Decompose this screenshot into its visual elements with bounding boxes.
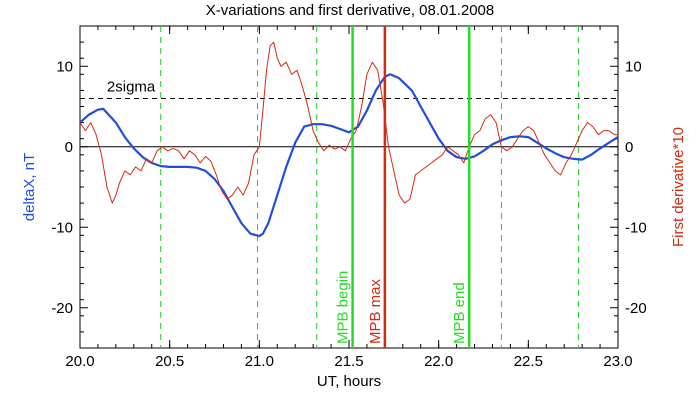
x-tick-label: 22.0: [424, 353, 453, 370]
x-tick-label: 21.0: [245, 353, 274, 370]
x-tick-label: 23.0: [603, 353, 632, 370]
chart-title: X-variations and first derivative, 08.01…: [206, 2, 495, 19]
y-tick-label-right: -10: [625, 219, 647, 236]
y-tick-label-left: -20: [51, 300, 73, 317]
y-axis-label-right: First derivative*10: [670, 127, 687, 247]
y-tick-label-right: 0: [625, 139, 633, 156]
x-tick-label: 20.5: [155, 353, 184, 370]
derivative-series-line: [79, 41, 618, 204]
events-layer: MPB begin MPB max MPB end: [335, 26, 471, 348]
y-tick-label-left: 10: [56, 58, 73, 75]
ticks-layer: 20.0 20.5 21.0 21.5 22.0 22.5 23.0 -20 -20 -10 -10…: [51, 25, 647, 370]
y-axis-label-left: deltaX, nT: [21, 153, 38, 221]
event-label: MPB begin: [335, 271, 352, 344]
x-tick-label: 20.0: [65, 353, 94, 370]
event-label: MPB end: [451, 282, 468, 344]
x-tick-label: 21.5: [334, 353, 363, 370]
y-tick-label-right: -20: [625, 300, 647, 317]
deltax-series-line: [79, 73, 619, 238]
y-tick-label-left: -10: [51, 219, 73, 236]
y-tick-label-right: 10: [625, 58, 642, 75]
markers-layer: 2sigma: [80, 26, 618, 348]
x-tick-label: 22.5: [514, 353, 543, 370]
threshold-label: 2sigma: [107, 78, 156, 95]
x-axis-label: UT, hours: [317, 373, 381, 390]
series-layer: [79, 41, 619, 238]
event-label: MPB max: [367, 278, 384, 344]
y-tick-label-left: 0: [65, 139, 73, 156]
